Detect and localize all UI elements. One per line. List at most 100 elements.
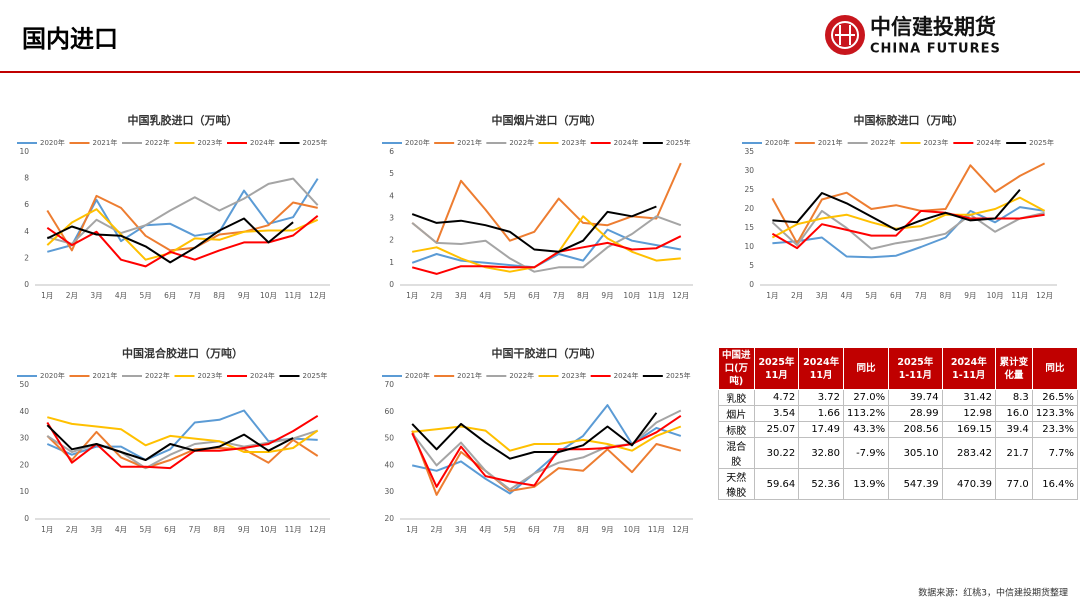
x-tick-label: 3月 <box>455 291 467 300</box>
table-row: 乳胶 4.72 3.72 27.0% 39.74 31.42 8.3 26.5% <box>718 389 1079 406</box>
table-cell: 39.4 <box>995 421 1033 438</box>
series-line <box>771 196 1046 239</box>
y-tick-label: 0 <box>389 280 394 289</box>
y-tick-label: 25 <box>744 185 754 194</box>
legend-label: 2021年 <box>93 138 118 147</box>
series-line <box>47 416 319 453</box>
y-tick-label: 40 <box>384 460 394 469</box>
series-line <box>411 162 682 244</box>
y-tick-label: 30 <box>19 434 29 443</box>
y-tick-label: 1 <box>389 258 394 267</box>
x-tick-label: 10月 <box>987 291 1004 300</box>
chart-title: 中国混合胶进口（万吨） <box>122 346 243 360</box>
legend-label: 2024年 <box>250 138 275 147</box>
legend-label: 2022年 <box>145 138 170 147</box>
table-cell: 43.3% <box>842 421 890 438</box>
header-cell: 2025年11月 <box>753 347 800 390</box>
series-line <box>772 189 1021 231</box>
table-cell: 547.39 <box>888 468 943 500</box>
y-tick-label: 2 <box>389 236 394 245</box>
legend-label: 2021年 <box>93 371 118 380</box>
logo-cn: 中信建投期货 <box>870 15 996 39</box>
table-cell: 烟片 <box>718 405 755 422</box>
x-tick-label: 3月 <box>816 291 828 300</box>
series-line <box>411 430 682 496</box>
x-tick-label: 9月 <box>238 525 250 534</box>
legend-label: 2023年 <box>562 371 587 380</box>
x-tick-label: 3月 <box>455 525 467 534</box>
table-body: 乳胶 4.72 3.72 27.0% 39.74 31.42 8.3 26.5% 烟片 3.54 1… <box>718 389 1079 500</box>
x-tick-label: 12月 <box>672 291 689 300</box>
chart-title: 中国干胶进口（万吨） <box>492 346 602 360</box>
table-cell: 305.10 <box>888 437 943 469</box>
chart-title: 中国标胶进口（万吨） <box>854 113 964 127</box>
x-tick-label: 2月 <box>791 291 803 300</box>
series-line <box>411 412 658 460</box>
table-row: 混合胶 30.22 32.80 -7.9% 305.10 283.42 21.7 7.7% <box>718 437 1079 469</box>
legend-label: 2022年 <box>509 371 534 380</box>
x-tick-label: 12月 <box>1036 291 1053 300</box>
x-tick-label: 9月 <box>601 525 613 534</box>
series-line <box>771 209 1045 250</box>
table-cell: 31.42 <box>941 389 997 406</box>
y-tick-label: 40 <box>19 407 29 416</box>
x-tick-label: 7月 <box>915 291 927 300</box>
table-cell: 23.3% <box>1031 421 1079 438</box>
line-chart: 中国烟片进口（万吨） 0 1 2 3 4 5 6 1月 2月 3月 4月 5月 6月 7月 8月 9月 10月 11… <box>382 113 693 300</box>
table-cell: 30.22 <box>753 437 800 469</box>
table-cell: 13.9% <box>842 468 890 500</box>
x-tick-label: 9月 <box>238 291 250 300</box>
x-tick-label: 6月 <box>164 525 176 534</box>
header-cell: 累计变化量 <box>995 347 1033 390</box>
x-tick-label: 1月 <box>406 291 418 300</box>
x-tick-label: 6月 <box>890 291 902 300</box>
x-tick-label: 6月 <box>528 525 540 534</box>
table-cell: 1.66 <box>798 405 844 422</box>
y-tick-label: 60 <box>384 407 394 416</box>
y-tick-label: 4 <box>389 191 394 200</box>
source-note: 数据来源：红桃3，中信建投期货整理 <box>918 587 1068 599</box>
table-cell: 208.56 <box>888 421 943 438</box>
x-tick-label: 11月 <box>648 291 665 300</box>
table-cell: -7.9% <box>842 437 890 469</box>
y-tick-label: 15 <box>744 223 754 232</box>
line-chart: 中国乳胶进口（万吨） 0 2 4 6 8 10 1月 2月 3月 4月 5月 6月 7月 8月 9月 10月 11… <box>17 113 330 300</box>
table-header: 中国进口(万吨) 2025年11月 2024年11月 同比 2025年 1-11月 202… <box>718 347 1079 390</box>
series-line <box>772 206 1045 259</box>
table-cell: 3.54 <box>753 405 800 422</box>
x-tick-label: 4月 <box>115 291 127 300</box>
table-cell: 乳胶 <box>718 389 755 406</box>
header-cell: 同比 <box>1031 347 1079 390</box>
y-tick-label: 30 <box>384 487 394 496</box>
table-cell: 21.7 <box>995 437 1033 469</box>
table-cell: 16.4% <box>1031 468 1079 500</box>
header-cell: 2025年 1-11月 <box>888 347 943 390</box>
line-chart: 中国干胶进口（万吨） 20 30 40 50 60 70 1月 2月 3月 4月 5月 6月 7月 8月 9月… <box>382 346 693 534</box>
x-tick-label: 9月 <box>964 291 976 300</box>
x-tick-label: 7月 <box>189 291 201 300</box>
y-tick-label: 0 <box>749 280 754 289</box>
x-tick-label: 1月 <box>766 291 778 300</box>
series-line <box>46 217 294 264</box>
x-tick-label: 8月 <box>939 291 951 300</box>
table-cell: 113.2% <box>842 405 890 422</box>
x-tick-label: 1月 <box>41 525 53 534</box>
legend-label: 2025年 <box>303 138 328 147</box>
x-tick-label: 11月 <box>285 291 302 300</box>
x-tick-label: 2月 <box>66 291 78 300</box>
x-tick-label: 8月 <box>213 291 225 300</box>
table-cell: 天然橡胶 <box>718 468 755 500</box>
logo-icon <box>825 15 865 55</box>
y-tick-label: 70 <box>384 380 394 389</box>
y-tick-label: 0 <box>24 280 29 289</box>
legend-label: 2023年 <box>562 138 587 147</box>
table-cell: 39.74 <box>888 389 943 406</box>
header-cell: 中国进口(万吨) <box>718 347 755 390</box>
x-tick-label: 10月 <box>623 525 640 534</box>
y-tick-label: 5 <box>389 169 394 178</box>
table-cell: 混合胶 <box>718 437 755 469</box>
table-cell: 27.0% <box>842 389 890 406</box>
x-tick-label: 1月 <box>41 291 53 300</box>
line-chart: 中国混合胶进口（万吨） 0 10 20 30 40 50 1月 2月 3月 4月 5月 6月 7月 8月 9月… <box>17 346 330 534</box>
chart-title: 中国烟片进口（万吨） <box>492 113 602 127</box>
